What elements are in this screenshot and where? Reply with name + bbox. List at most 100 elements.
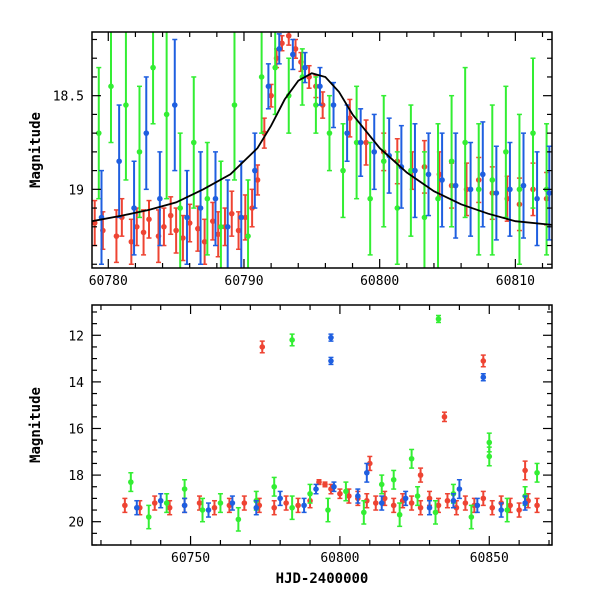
- series-1: [128, 314, 540, 532]
- data-point: [507, 502, 513, 509]
- data-point: [123, 102, 129, 108]
- data-point: [480, 374, 487, 381]
- data-point: [122, 502, 128, 509]
- data-point: [95, 130, 102, 136]
- top-panel: 60780 60790 60800 60810 18.5 19 Magnitude: [28, 31, 553, 289]
- data-point: [238, 214, 245, 221]
- data-point: [184, 214, 190, 221]
- data-point: [439, 177, 445, 183]
- data-point: [468, 514, 475, 520]
- data-point: [425, 171, 432, 178]
- data-point: [285, 32, 292, 39]
- data-point: [452, 182, 459, 189]
- data-point: [140, 229, 147, 236]
- data-point: [150, 64, 156, 71]
- data-point: [116, 158, 122, 165]
- plot-area: [122, 314, 540, 532]
- data-point: [151, 500, 158, 506]
- data-point: [450, 497, 457, 504]
- data-point: [258, 74, 265, 80]
- data-point: [217, 500, 224, 506]
- data-point: [432, 509, 439, 516]
- data-point: [326, 130, 333, 136]
- data-point: [361, 509, 367, 516]
- data-point: [128, 238, 135, 245]
- data-point: [480, 495, 487, 502]
- data-point: [301, 502, 307, 509]
- data-point: [271, 504, 278, 511]
- data-point: [252, 167, 258, 174]
- data-point: [161, 223, 167, 230]
- data-point: [534, 469, 540, 476]
- data-point: [467, 186, 474, 193]
- data-point: [186, 220, 193, 226]
- data-point: [136, 149, 143, 155]
- data-point: [372, 500, 379, 506]
- data-point: [357, 139, 364, 146]
- y-tick-label: 14: [68, 376, 84, 391]
- data-point: [211, 504, 218, 511]
- data-point: [317, 83, 323, 90]
- data-point: [534, 195, 540, 202]
- data-point: [408, 167, 414, 174]
- data-point: [157, 497, 164, 504]
- data-point: [507, 186, 513, 193]
- data-point: [302, 64, 308, 71]
- data-point: [363, 139, 369, 146]
- data-point: [489, 177, 496, 183]
- data-point: [355, 493, 361, 499]
- data-point: [394, 205, 401, 211]
- data-point: [295, 502, 301, 509]
- data-point: [249, 205, 255, 211]
- data-point: [364, 469, 370, 476]
- data-point: [462, 500, 469, 506]
- data-point: [325, 507, 331, 513]
- data-point: [353, 139, 360, 146]
- data-point: [201, 238, 208, 245]
- data-point: [474, 502, 481, 509]
- data-point: [408, 500, 415, 506]
- data-point: [417, 504, 424, 511]
- data-point: [235, 516, 242, 523]
- data-point: [108, 83, 114, 90]
- data-point: [290, 51, 296, 58]
- data-point: [448, 158, 455, 165]
- data-point: [190, 139, 197, 146]
- data-point: [421, 214, 428, 221]
- data-point: [272, 64, 278, 71]
- data-point: [212, 195, 219, 202]
- data-point: [340, 167, 346, 174]
- series-1: [95, 32, 550, 268]
- data-point: [166, 504, 173, 511]
- data-point: [534, 502, 540, 509]
- data-point: [265, 83, 272, 90]
- y-tick-label: 18: [68, 469, 84, 484]
- y-axis-title: Magnitude: [28, 112, 44, 188]
- data-point: [163, 111, 170, 118]
- data-point: [378, 481, 385, 488]
- data-point: [231, 102, 238, 108]
- data-point: [131, 205, 137, 211]
- data-point: [435, 502, 442, 509]
- data-point: [292, 46, 299, 52]
- data-point: [486, 453, 493, 460]
- data-point: [426, 495, 433, 502]
- data-point: [337, 490, 343, 497]
- data-point: [343, 488, 349, 495]
- data-point: [128, 479, 134, 485]
- data-point: [276, 46, 283, 52]
- data-point: [218, 223, 224, 230]
- data-point: [435, 195, 441, 202]
- data-point: [197, 205, 204, 211]
- data-point: [253, 504, 260, 511]
- data-point: [241, 500, 248, 506]
- data-point: [402, 495, 409, 502]
- data-point: [245, 233, 251, 239]
- y-axis-title: Magnitude: [28, 387, 44, 463]
- data-point: [177, 205, 184, 211]
- x-axis-title: HJD-2400000: [276, 571, 369, 587]
- data-point: [173, 227, 179, 234]
- data-point: [344, 130, 350, 136]
- data-point: [134, 504, 140, 511]
- data-point: [143, 130, 150, 136]
